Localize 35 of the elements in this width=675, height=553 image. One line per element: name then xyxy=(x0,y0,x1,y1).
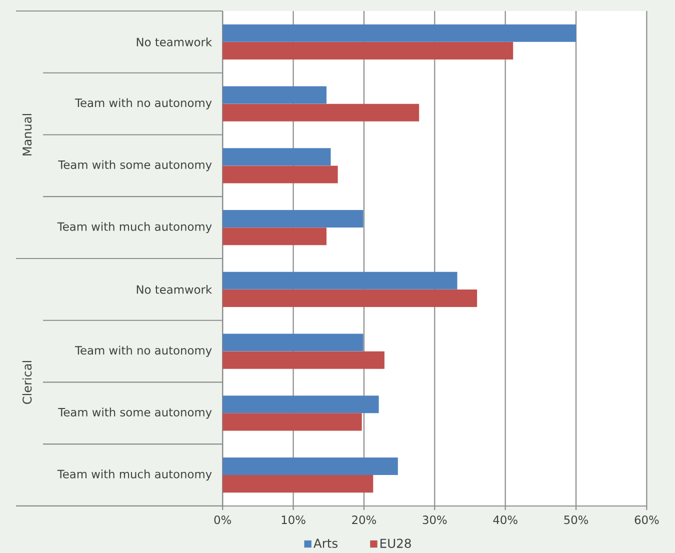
bar xyxy=(222,148,331,166)
bar xyxy=(222,228,327,246)
bar xyxy=(222,86,327,104)
x-tick-label: 0% xyxy=(214,516,232,524)
legend-label: EU28 xyxy=(380,538,411,548)
x-tick-label: 60% xyxy=(634,516,659,524)
text: Manual xyxy=(22,114,32,156)
bar xyxy=(222,24,576,42)
y-tick-label: Team with no autonomy xyxy=(74,346,212,357)
y-tick-label: Team with no autonomy xyxy=(74,98,212,110)
x-tick-label: 50% xyxy=(564,516,588,524)
bar xyxy=(222,475,374,493)
text: Clerical xyxy=(22,361,32,404)
y-tick-label: Team with much autonomy xyxy=(57,222,212,234)
x-tick-label: 40% xyxy=(493,516,518,524)
bar xyxy=(222,210,364,228)
x-tick-label: 20% xyxy=(352,516,376,524)
bar xyxy=(222,272,458,290)
y-tick-label: No teamwork xyxy=(136,38,212,46)
x-tick-label: 30% xyxy=(422,516,447,524)
legend-label: Arts xyxy=(314,538,338,548)
bar xyxy=(222,166,338,184)
bar xyxy=(222,334,364,352)
bar xyxy=(222,289,478,307)
bar xyxy=(222,458,398,476)
y-tick-label: Team with some autonomy xyxy=(58,160,212,172)
y-tick-label: Team with much autonomy xyxy=(57,470,212,481)
bar xyxy=(222,396,379,414)
bar xyxy=(222,104,420,122)
x-tick-label: 10% xyxy=(282,516,306,524)
y-tick-label: Team with some autonomy xyxy=(58,408,212,419)
y-tick-label: No teamwork xyxy=(136,285,212,294)
bar xyxy=(222,413,362,431)
bar xyxy=(222,42,514,60)
bar xyxy=(222,351,384,369)
